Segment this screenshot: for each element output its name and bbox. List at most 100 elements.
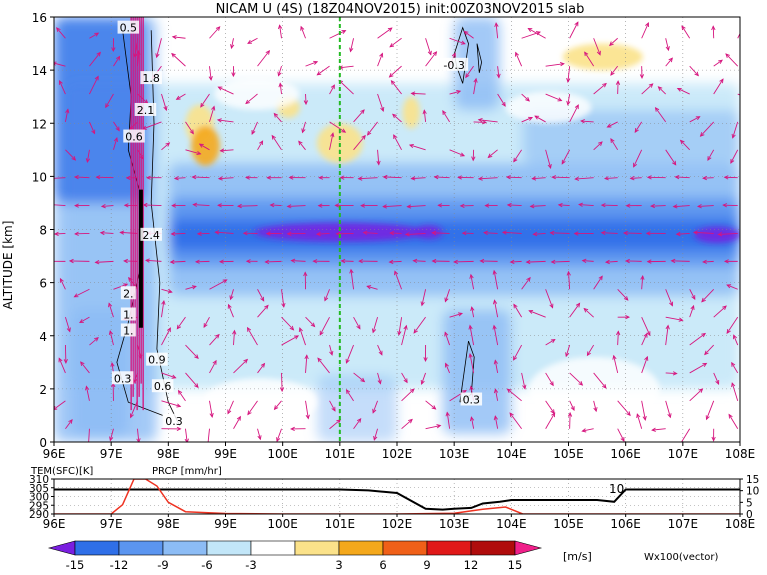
- contour-label: 0.5: [120, 22, 138, 35]
- surface-x-tick-label: 105E: [553, 517, 584, 531]
- contour-label: 2.: [123, 287, 134, 300]
- tem-tick-label: 295: [29, 500, 49, 512]
- contour-label: 2.1: [137, 104, 155, 117]
- colorbar-tick-label: -15: [66, 558, 85, 572]
- x-tick-label: 101E: [325, 447, 356, 461]
- contour-label: -0.3: [443, 59, 464, 72]
- surface-x-tick-label: 104E: [496, 517, 527, 531]
- y-tick-label: 6: [39, 277, 47, 291]
- contour-label: 0.6: [125, 131, 143, 144]
- contour-label: 0.9: [148, 354, 166, 367]
- colorbar-tick-label: -6: [201, 558, 212, 572]
- main-y-axis: 0 2 4 6 8 10 12 14 16: [32, 11, 54, 450]
- x-tick-label: 106E: [610, 447, 641, 461]
- vector-scale-label: Wx100(vector): [644, 552, 719, 563]
- colorbar-segment: [206, 540, 252, 556]
- tem-series-line: [54, 488, 740, 511]
- colorbar-segment: [162, 540, 208, 556]
- y-tick-label: 16: [32, 11, 47, 25]
- colorbar-tick-label: 9: [423, 558, 430, 572]
- x-tick-label: 99E: [214, 447, 237, 461]
- y-tick-label: 8: [39, 224, 47, 238]
- contour-label-layer: 0.5 1.8 2.1 0.6 2.4 2. 1. 1. 0.9 0.3 0.6 0.3 -0.3 0.3: [111, 20, 483, 428]
- surface-x-tick-label: 101E: [325, 517, 356, 531]
- surface-x-tick-label: 108E: [725, 517, 756, 531]
- colorbar-segment: [426, 540, 472, 556]
- colorbar-segment: [74, 540, 120, 556]
- x-tick-label: 105E: [553, 447, 584, 461]
- colorbar-segment: [294, 540, 340, 556]
- y-tick-label: 2: [39, 383, 47, 397]
- prcp-tick-label: 5: [746, 497, 753, 509]
- colorbar-tick-label: 3: [335, 558, 342, 572]
- contour-label: 0.6: [154, 380, 172, 393]
- colorbar-tick-label: -9: [157, 558, 168, 572]
- contour-label: 0.3: [114, 372, 132, 385]
- tem-tick-label: 300: [29, 492, 49, 504]
- colorbar-tick-label: -12: [110, 558, 129, 572]
- y-tick-label: 4: [39, 330, 47, 344]
- contour-label: 1.8: [142, 72, 160, 85]
- contour-label: 0.3: [463, 394, 481, 407]
- colorbar-segment: [382, 540, 428, 556]
- main-x-axis: 96E 97E 98E 99E 100E 101E 102E 103E 104E 105E 106E…: [43, 442, 756, 461]
- surface-x-tick-label: 107E: [668, 517, 699, 531]
- colorbar-segment: [470, 540, 516, 556]
- x-tick-label: 104E: [496, 447, 527, 461]
- contour-label: 2.4: [142, 229, 160, 242]
- colorbar-max-arrow: [514, 540, 543, 556]
- x-tick-label: 108E: [725, 447, 756, 461]
- tem-tick-label: 290: [29, 509, 49, 521]
- x-tick-label: 100E: [267, 447, 298, 461]
- surface-plot-background: [54, 479, 740, 514]
- tem-tick-label: 310: [29, 474, 49, 486]
- x-tick-label: 107E: [668, 447, 699, 461]
- x-tick-label: 97E: [100, 447, 123, 461]
- wind-vector-layer: [54, 21, 740, 442]
- x-tick-label: 96E: [43, 447, 66, 461]
- surface-annotation: 10: [609, 482, 624, 496]
- prcp-tick-label: 0: [746, 509, 753, 521]
- contour-label: 0.3: [165, 415, 183, 428]
- colorbar: -15 -12 -9 -6 -3 3 6 9 12 15: [47, 540, 543, 572]
- contour-fill-layer: [54, 17, 740, 442]
- surface-x-tick-label: 99E: [214, 517, 237, 531]
- colorbar-segment: [338, 540, 384, 556]
- contour-label: 1.: [123, 324, 134, 337]
- contour-label: 1.: [123, 309, 134, 322]
- colorbar-segment: [250, 540, 296, 556]
- prcp-tick-label: 10: [746, 486, 759, 498]
- y-tick-label: 12: [32, 117, 47, 131]
- surface-x-tick-label: 96E: [43, 517, 66, 531]
- colorbar-unit: [m/s]: [563, 550, 592, 563]
- y-tick-label: 10: [32, 170, 47, 184]
- colorbar-segment: [118, 540, 164, 556]
- x-tick-label: 103E: [439, 447, 470, 461]
- surface-x-tick-label: 97E: [100, 517, 123, 531]
- y-tick-label: 14: [32, 64, 47, 78]
- y-axis-label: ALTITUDE [km]: [1, 221, 15, 310]
- colorbar-tick-label: -3: [245, 558, 256, 572]
- surface-x-tick-label: 102E: [382, 517, 413, 531]
- y-tick-label: 0: [39, 436, 47, 450]
- colorbar-tick-label: 12: [464, 558, 479, 572]
- surface-x-tick-label: 98E: [157, 517, 180, 531]
- prcp-tick-label: 15: [746, 474, 759, 486]
- chart-title: NICAM U (4S) (18Z04NOV2015) init:00Z03NO…: [216, 2, 585, 17]
- colorbar-tick-label: 6: [379, 558, 386, 572]
- x-tick-label: 102E: [382, 447, 413, 461]
- surface-panel: TEM(SFC)[K] PRCP [mm/hr] 10 310305300295…: [29, 466, 759, 531]
- colorbar-tick-label: 15: [508, 558, 523, 572]
- x-tick-label: 98E: [157, 447, 180, 461]
- colorbar-min-arrow: [47, 540, 76, 556]
- prcp-axis-label: PRCP [mm/hr]: [152, 466, 222, 477]
- surface-x-axis: 96E 97E 98E 99E 100E 101E 102E 103E 104E 105E 106E…: [43, 514, 756, 531]
- surface-x-tick-label: 103E: [439, 517, 470, 531]
- main-plot: 0.5 1.8 2.1 0.6 2.4 2. 1. 1. 0.9 0.3 0.6 0.3 -0.3 0.3: [54, 17, 740, 442]
- tem-tick-label: 305: [29, 483, 49, 495]
- tem-axis-label: TEM(SFC)[K]: [30, 466, 93, 477]
- surface-x-tick-label: 100E: [267, 517, 298, 531]
